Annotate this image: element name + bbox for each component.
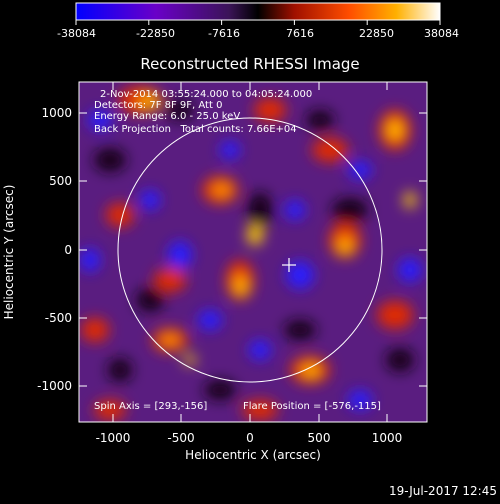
x-axis-ticks — [112, 82, 388, 422]
colorbar-tick-label: -22850 — [136, 27, 175, 40]
detectors-info: Detectors: 7F 8F 9F, Att 0 — [94, 100, 222, 111]
x-tick-label: 0 — [246, 431, 254, 445]
x-tick-label: -500 — [167, 431, 194, 445]
spin-axis-marker — [282, 258, 296, 272]
observation-info: 2-Nov-2014 03:55:24.000 to 04:05:24.000 … — [94, 89, 312, 135]
method-and-counts: Back Projection Total counts: 7.66E+04 — [94, 124, 297, 135]
colorbar-gradient — [75, 2, 441, 21]
y-tick-label: -1000 — [37, 379, 72, 393]
spin-axis-label: Spin Axis = [293,-156] — [94, 401, 207, 412]
colorbar-tick-label: -7616 — [208, 27, 240, 40]
x-tick-label: -1000 — [96, 431, 131, 445]
colorbar-tick-label: -38084 — [57, 27, 96, 40]
y-axis-label: Heliocentric Y (arcsec) — [2, 185, 16, 320]
flare-position-label: Flare Position = [-576,-115] — [243, 401, 381, 412]
energy-range-info: Energy Range: 6.0 - 25.0 keV — [94, 111, 240, 122]
y-tick-label: 0 — [64, 243, 72, 257]
x-tick-label: 1000 — [372, 431, 403, 445]
y-tick-label: 1000 — [41, 106, 72, 120]
plot-title: Reconstructed RHESSI Image — [140, 55, 359, 73]
solar-limb-circle — [117, 117, 383, 383]
plot-frame — [78, 81, 428, 423]
colorbar: -38084 -22850 -7616 7616 22850 38084 — [57, 2, 459, 40]
colorbar-tick-label: 7616 — [286, 27, 314, 40]
y-tick-label: -500 — [45, 311, 72, 325]
y-tick-label: 500 — [49, 174, 72, 188]
colorbar-tick-label: 22850 — [359, 27, 394, 40]
colorbar-tick-label: 38084 — [424, 27, 459, 40]
x-axis-label: Heliocentric X (arcsec) — [185, 448, 321, 462]
observation-time-range: 2-Nov-2014 03:55:24.000 to 04:05:24.000 — [100, 89, 312, 100]
y-axis-ticks — [79, 112, 427, 387]
footer-timestamp: 19-Jul-2017 12:45 — [389, 484, 497, 498]
reconstructed-image — [79, 82, 427, 422]
x-tick-label: 500 — [308, 431, 331, 445]
